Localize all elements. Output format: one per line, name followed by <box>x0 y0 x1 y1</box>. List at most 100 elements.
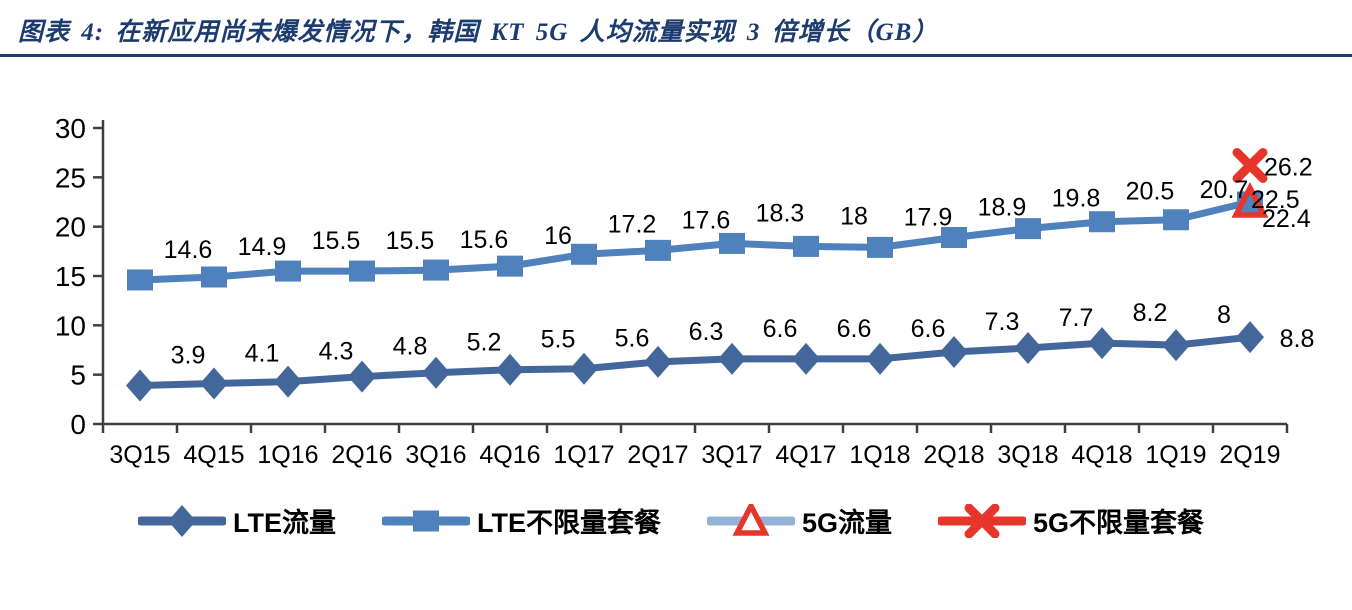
data-label: 6.6 <box>837 315 872 343</box>
data-label: 15.6 <box>460 226 509 254</box>
data-label: 4.3 <box>319 338 354 366</box>
data-label: 7.3 <box>985 308 1020 336</box>
diamond-marker <box>1236 321 1264 354</box>
x-tick-label: 2Q19 <box>1219 441 1280 469</box>
x-tick-label: 1Q16 <box>257 441 318 469</box>
data-label: 18.9 <box>978 194 1027 222</box>
square-marker <box>423 259 449 281</box>
x-tick-label: 3Q18 <box>997 441 1058 469</box>
data-label: 8.8 <box>1280 325 1315 353</box>
diamond-marker <box>348 360 376 393</box>
diamond-marker <box>496 353 524 386</box>
y-tick-label: 20 <box>55 212 86 243</box>
series-3 <box>1232 147 1268 183</box>
diamond-marker <box>792 342 820 375</box>
y-tick-label: 0 <box>70 409 86 440</box>
y-tick-label: 30 <box>55 113 86 144</box>
data-label: 20.7 <box>1200 176 1249 204</box>
square-marker <box>941 227 967 249</box>
x-tick-label: 3Q17 <box>701 441 762 469</box>
data-label: 5.5 <box>541 326 576 354</box>
data-label: 17.6 <box>682 206 731 234</box>
data-labels: 3.9 4.1 4.3 4.8 5.2 5.5 5.6 6.3 6.6 6.6 6.6 7.3 7.7 8… <box>164 153 1315 369</box>
square-marker <box>1089 211 1115 233</box>
diamond-marker <box>644 345 672 378</box>
data-label: 6.6 <box>763 315 798 343</box>
square-marker <box>201 266 227 288</box>
diamond-series-icon <box>138 504 226 537</box>
data-label: 15.5 <box>386 227 435 255</box>
diamond-marker <box>274 365 302 398</box>
x-tick-label: 1Q18 <box>849 441 910 469</box>
y-tick-label: 5 <box>70 360 86 391</box>
line-chart: 0 5 10 15 20 25 30 3Q15 4Q15 1Q16 2Q16 3Q16 4Q16 1Q17… <box>55 113 1315 469</box>
legend-item-lte-traffic: LTE流量 <box>138 501 336 540</box>
legend-label: LTE流量 <box>233 508 336 538</box>
diamond-marker <box>422 356 450 389</box>
series-0 <box>126 321 1264 402</box>
data-label: 15.5 <box>312 227 361 255</box>
data-label: 5.6 <box>615 325 650 353</box>
series-line <box>139 198 1251 284</box>
y-tick-label: 15 <box>55 261 86 292</box>
legend-label: 5G不限量套餐 <box>1033 508 1205 538</box>
x-tick-label: 3Q15 <box>109 441 170 469</box>
series-line <box>139 333 1251 390</box>
data-label: 4.8 <box>393 333 428 361</box>
square-marker <box>497 255 523 277</box>
data-label: 16 <box>544 222 572 250</box>
data-label: 6.3 <box>689 318 724 346</box>
diamond-marker <box>570 352 598 385</box>
square-marker <box>1015 218 1041 240</box>
diamond-marker <box>940 335 968 368</box>
x-tick-label: 4Q18 <box>1071 441 1132 469</box>
x-tick-label: 1Q17 <box>553 441 614 469</box>
data-label: 5.2 <box>467 329 502 357</box>
data-label: 8.2 <box>1133 299 1168 327</box>
legend-label: 5G流量 <box>802 508 893 538</box>
data-label: 22.4 <box>1262 205 1311 233</box>
diamond-marker <box>1014 332 1042 365</box>
data-label: 6.6 <box>911 315 946 343</box>
legend-label: LTE不限量套餐 <box>477 508 661 538</box>
series-2 <box>1231 182 1269 218</box>
x-marker <box>1232 147 1268 183</box>
data-label: 18 <box>840 202 868 230</box>
data-label: 3.9 <box>171 342 206 370</box>
y-tick-label: 10 <box>55 310 86 341</box>
x-tick-label: 2Q18 <box>923 441 984 469</box>
data-label: 7.7 <box>1059 304 1094 332</box>
data-label: 20.5 <box>1126 178 1175 206</box>
x-tick-label: 2Q16 <box>331 441 392 469</box>
diamond-marker <box>1088 327 1116 360</box>
chart-canvas: 0 5 10 15 20 25 30 3Q15 4Q15 1Q16 2Q16 3Q16 4Q16 1Q17… <box>55 113 1315 469</box>
data-label: 4.1 <box>245 340 280 368</box>
legend-item-5g-unlimited: 5G不限量套餐 <box>938 501 1204 540</box>
x-marker <box>964 503 1000 538</box>
legend-item-lte-unlimited: LTE不限量套餐 <box>382 501 661 540</box>
diamond-marker <box>1162 329 1190 362</box>
data-label: 18.3 <box>756 199 805 227</box>
x-tick-label: 2Q17 <box>627 441 688 469</box>
chart-legend: LTE流量 LTE不限量套餐 5G流量 5G不限量套餐 <box>0 501 1352 540</box>
square-marker <box>127 269 153 291</box>
diamond-marker <box>126 369 154 402</box>
triangle-marker <box>1231 182 1269 218</box>
x-tick-label: 4Q17 <box>775 441 836 469</box>
diamond-marker <box>718 342 746 375</box>
data-label: 26.2 <box>1264 153 1313 181</box>
triangle-series-icon <box>707 503 795 536</box>
square-marker <box>413 510 439 531</box>
x-tick-label: 4Q16 <box>479 441 540 469</box>
data-label: 14.9 <box>238 233 287 261</box>
x-tick-label: 3Q16 <box>405 441 466 469</box>
data-label: 19.8 <box>1052 185 1101 213</box>
data-label: 22.5 <box>1251 186 1300 214</box>
data-label: 17.2 <box>608 210 657 238</box>
data-label: 17.9 <box>904 203 953 231</box>
legend-item-5g-traffic: 5G流量 <box>707 501 892 540</box>
data-label: 14.6 <box>164 236 213 264</box>
square-marker <box>645 239 671 261</box>
figure-title: 图表 4: 在新应用尚未爆发情况下，韩国 KT 5G 人均流量实现 3 倍增长（… <box>18 19 939 46</box>
